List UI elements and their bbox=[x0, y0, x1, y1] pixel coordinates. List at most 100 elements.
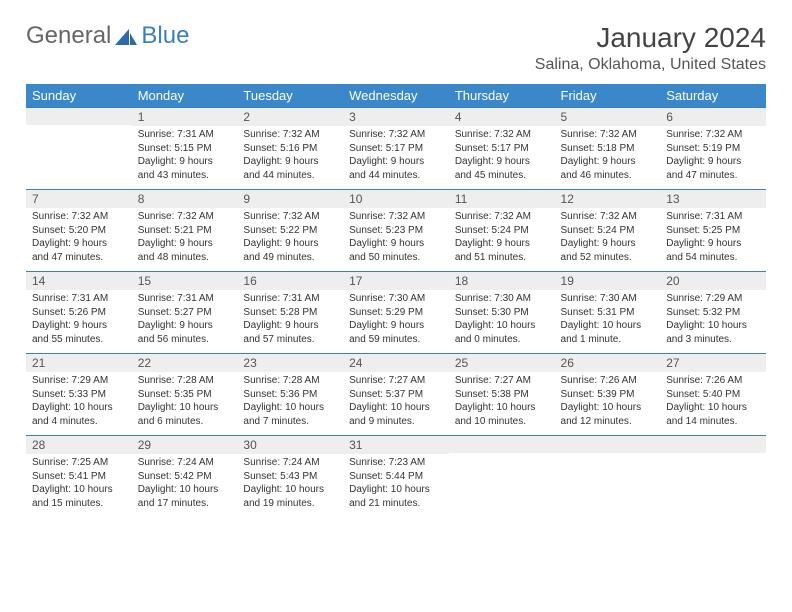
daylight-line: Daylight: 10 hours and 19 minutes. bbox=[243, 483, 337, 510]
day-data: Sunrise: 7:24 AMSunset: 5:42 PMDaylight:… bbox=[132, 454, 238, 516]
day-number: 1 bbox=[132, 107, 238, 126]
day-number: 14 bbox=[26, 271, 132, 290]
day-data: Sunrise: 7:32 AMSunset: 5:20 PMDaylight:… bbox=[26, 208, 132, 270]
calendar-cell: 27Sunrise: 7:26 AMSunset: 5:40 PMDayligh… bbox=[660, 353, 766, 435]
sunset-line: Sunset: 5:27 PM bbox=[138, 306, 232, 320]
day-data: Sunrise: 7:32 AMSunset: 5:17 PMDaylight:… bbox=[343, 126, 449, 188]
calendar-week-row: 28Sunrise: 7:25 AMSunset: 5:41 PMDayligh… bbox=[26, 435, 766, 517]
sunset-line: Sunset: 5:18 PM bbox=[561, 142, 655, 156]
day-data: Sunrise: 7:32 AMSunset: 5:16 PMDaylight:… bbox=[237, 126, 343, 188]
sunset-line: Sunset: 5:32 PM bbox=[666, 306, 760, 320]
sunset-line: Sunset: 5:36 PM bbox=[243, 388, 337, 402]
day-number: 19 bbox=[555, 271, 661, 290]
weekday-header: Thursday bbox=[449, 84, 555, 107]
sunrise-line: Sunrise: 7:29 AM bbox=[32, 374, 126, 388]
sunrise-line: Sunrise: 7:32 AM bbox=[455, 128, 549, 142]
calendar-cell: 9Sunrise: 7:32 AMSunset: 5:22 PMDaylight… bbox=[237, 189, 343, 271]
day-number: 18 bbox=[449, 271, 555, 290]
calendar-cell: 22Sunrise: 7:28 AMSunset: 5:35 PMDayligh… bbox=[132, 353, 238, 435]
logo: General Blue bbox=[26, 22, 189, 50]
sunrise-line: Sunrise: 7:30 AM bbox=[349, 292, 443, 306]
calendar-cell: 28Sunrise: 7:25 AMSunset: 5:41 PMDayligh… bbox=[26, 435, 132, 517]
day-number: 25 bbox=[449, 353, 555, 372]
daylight-line: Daylight: 10 hours and 10 minutes. bbox=[455, 401, 549, 428]
sunrise-line: Sunrise: 7:32 AM bbox=[666, 128, 760, 142]
sunrise-line: Sunrise: 7:31 AM bbox=[138, 292, 232, 306]
calendar-cell: 13Sunrise: 7:31 AMSunset: 5:25 PMDayligh… bbox=[660, 189, 766, 271]
daylight-line: Daylight: 9 hours and 44 minutes. bbox=[243, 155, 337, 182]
empty-day bbox=[660, 435, 766, 453]
day-data: Sunrise: 7:23 AMSunset: 5:44 PMDaylight:… bbox=[343, 454, 449, 516]
daylight-line: Daylight: 9 hours and 55 minutes. bbox=[32, 319, 126, 346]
sunrise-line: Sunrise: 7:27 AM bbox=[455, 374, 549, 388]
sunset-line: Sunset: 5:16 PM bbox=[243, 142, 337, 156]
sunrise-line: Sunrise: 7:28 AM bbox=[243, 374, 337, 388]
day-data: Sunrise: 7:27 AMSunset: 5:38 PMDaylight:… bbox=[449, 372, 555, 434]
calendar-cell: 12Sunrise: 7:32 AMSunset: 5:24 PMDayligh… bbox=[555, 189, 661, 271]
daylight-line: Daylight: 10 hours and 15 minutes. bbox=[32, 483, 126, 510]
day-data: Sunrise: 7:30 AMSunset: 5:29 PMDaylight:… bbox=[343, 290, 449, 352]
day-data: Sunrise: 7:24 AMSunset: 5:43 PMDaylight:… bbox=[237, 454, 343, 516]
day-number: 9 bbox=[237, 189, 343, 208]
day-data: Sunrise: 7:32 AMSunset: 5:23 PMDaylight:… bbox=[343, 208, 449, 270]
daylight-line: Daylight: 9 hours and 51 minutes. bbox=[455, 237, 549, 264]
sunset-line: Sunset: 5:17 PM bbox=[455, 142, 549, 156]
daylight-line: Daylight: 10 hours and 9 minutes. bbox=[349, 401, 443, 428]
calendar-cell: 19Sunrise: 7:30 AMSunset: 5:31 PMDayligh… bbox=[555, 271, 661, 353]
daylight-line: Daylight: 10 hours and 4 minutes. bbox=[32, 401, 126, 428]
sunset-line: Sunset: 5:33 PM bbox=[32, 388, 126, 402]
calendar-cell: 26Sunrise: 7:26 AMSunset: 5:39 PMDayligh… bbox=[555, 353, 661, 435]
sunrise-line: Sunrise: 7:28 AM bbox=[138, 374, 232, 388]
calendar-cell: 18Sunrise: 7:30 AMSunset: 5:30 PMDayligh… bbox=[449, 271, 555, 353]
daylight-line: Daylight: 9 hours and 49 minutes. bbox=[243, 237, 337, 264]
empty-day bbox=[26, 107, 132, 125]
day-number: 7 bbox=[26, 189, 132, 208]
sunrise-line: Sunrise: 7:32 AM bbox=[561, 128, 655, 142]
daylight-line: Daylight: 9 hours and 46 minutes. bbox=[561, 155, 655, 182]
day-number: 4 bbox=[449, 107, 555, 126]
calendar-cell: 11Sunrise: 7:32 AMSunset: 5:24 PMDayligh… bbox=[449, 189, 555, 271]
day-number: 27 bbox=[660, 353, 766, 372]
daylight-line: Daylight: 10 hours and 3 minutes. bbox=[666, 319, 760, 346]
sunset-line: Sunset: 5:39 PM bbox=[561, 388, 655, 402]
sunset-line: Sunset: 5:29 PM bbox=[349, 306, 443, 320]
sunset-line: Sunset: 5:19 PM bbox=[666, 142, 760, 156]
calendar-cell: 4Sunrise: 7:32 AMSunset: 5:17 PMDaylight… bbox=[449, 107, 555, 189]
month-title: January 2024 bbox=[535, 22, 766, 54]
daylight-line: Daylight: 9 hours and 59 minutes. bbox=[349, 319, 443, 346]
sunset-line: Sunset: 5:23 PM bbox=[349, 224, 443, 238]
daylight-line: Daylight: 9 hours and 47 minutes. bbox=[32, 237, 126, 264]
day-data: Sunrise: 7:32 AMSunset: 5:18 PMDaylight:… bbox=[555, 126, 661, 188]
logo-text-general: General bbox=[26, 22, 111, 50]
calendar-cell: 17Sunrise: 7:30 AMSunset: 5:29 PMDayligh… bbox=[343, 271, 449, 353]
sunrise-line: Sunrise: 7:26 AM bbox=[561, 374, 655, 388]
day-number: 6 bbox=[660, 107, 766, 126]
weekday-header: Wednesday bbox=[343, 84, 449, 107]
daylight-line: Daylight: 10 hours and 7 minutes. bbox=[243, 401, 337, 428]
daylight-line: Daylight: 9 hours and 52 minutes. bbox=[561, 237, 655, 264]
sunset-line: Sunset: 5:43 PM bbox=[243, 470, 337, 484]
calendar-cell: 21Sunrise: 7:29 AMSunset: 5:33 PMDayligh… bbox=[26, 353, 132, 435]
sunset-line: Sunset: 5:21 PM bbox=[138, 224, 232, 238]
calendar-week-row: 7Sunrise: 7:32 AMSunset: 5:20 PMDaylight… bbox=[26, 189, 766, 271]
calendar-cell: 1Sunrise: 7:31 AMSunset: 5:15 PMDaylight… bbox=[132, 107, 238, 189]
day-data: Sunrise: 7:28 AMSunset: 5:35 PMDaylight:… bbox=[132, 372, 238, 434]
calendar-cell: 29Sunrise: 7:24 AMSunset: 5:42 PMDayligh… bbox=[132, 435, 238, 517]
sunset-line: Sunset: 5:20 PM bbox=[32, 224, 126, 238]
calendar-cell: 15Sunrise: 7:31 AMSunset: 5:27 PMDayligh… bbox=[132, 271, 238, 353]
day-number: 31 bbox=[343, 435, 449, 454]
sunset-line: Sunset: 5:28 PM bbox=[243, 306, 337, 320]
day-number: 2 bbox=[237, 107, 343, 126]
day-data: Sunrise: 7:31 AMSunset: 5:28 PMDaylight:… bbox=[237, 290, 343, 352]
calendar-cell: 7Sunrise: 7:32 AMSunset: 5:20 PMDaylight… bbox=[26, 189, 132, 271]
empty-day bbox=[449, 435, 555, 453]
sunset-line: Sunset: 5:30 PM bbox=[455, 306, 549, 320]
calendar-cell: 23 Sunrise: 7:28 AMSunset: 5:36 PMDayligh… bbox=[237, 353, 343, 435]
day-data: Sunrise: 7:26 AMSunset: 5:39 PMDaylight:… bbox=[555, 372, 661, 434]
day-number: 13 bbox=[660, 189, 766, 208]
daylight-line: Daylight: 10 hours and 14 minutes. bbox=[666, 401, 760, 428]
sunrise-line: Sunrise: 7:31 AM bbox=[666, 210, 760, 224]
header: General Blue January 2024 Salina, Oklaho… bbox=[26, 22, 766, 74]
day-number: 23 bbox=[237, 353, 343, 372]
calendar-cell: 30Sunrise: 7:24 AMSunset: 5:43 PMDayligh… bbox=[237, 435, 343, 517]
